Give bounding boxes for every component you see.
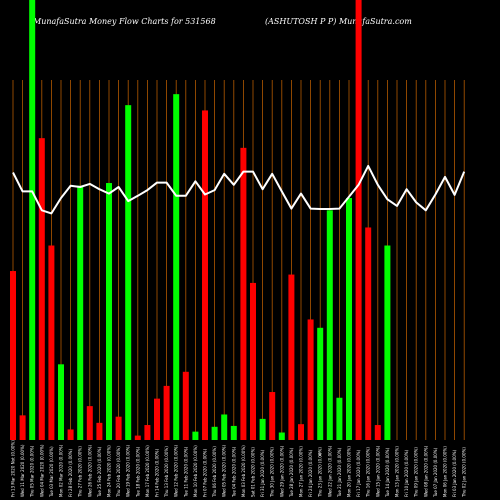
x-tick-label: Thu 30 Jan 2020 (0.00%) xyxy=(270,447,275,498)
x-tick-label: Sat 01 Feb 2020 (0.00%) xyxy=(251,447,256,497)
x-tick-label: Fri 24 Jan 2020 (0.00%) xyxy=(308,449,313,497)
x-tick-label: Fri 28 Feb 2020 (0.00%) xyxy=(68,449,73,497)
money-flow-bar xyxy=(163,385,170,440)
x-tick-label: Thu 27 Feb 2020 (0.00%) xyxy=(78,446,83,498)
money-flow-bar xyxy=(365,227,372,440)
x-tick-label: Wed 11 Mar 2020 (0.00%) xyxy=(20,444,25,497)
x-tick-label: Mon 03 Feb 2020 (0.00%) xyxy=(241,445,246,497)
x-tick-label: Tue 18 Feb 2020 (0.00%) xyxy=(135,446,140,498)
money-flow-bar xyxy=(384,245,391,440)
x-tick-label: Tue 11 Feb 2020 (0.00%) xyxy=(183,446,188,498)
x-tick-label: Wed 22 Jan 2020 (0.00%) xyxy=(327,445,332,497)
x-tick-label: Wed 29 Jan 2020 (0.00%) xyxy=(279,445,284,497)
money-flow-bar xyxy=(221,414,228,440)
money-flow-bar xyxy=(38,138,45,440)
x-tick-label: Tue 04 Feb 2020 (0.00%) xyxy=(231,446,236,498)
x-tick-label: Thu 16 Jan 2020 (0.00%) xyxy=(366,447,371,498)
x-tick-label: Mon 20 Jan 2020 (0.00%) xyxy=(347,446,352,497)
money-flow-bar xyxy=(67,429,74,440)
x-tick-label: Wed 12 Feb 2020 (0.00%) xyxy=(174,445,179,497)
x-tick-label: Fri 07 Feb 2020 (0.00%) xyxy=(203,449,208,497)
money-flow-bar xyxy=(125,105,132,440)
money-flow-bar xyxy=(240,147,247,440)
x-tick-label: Wed 08 Jan 2020 (0.00%) xyxy=(423,445,428,497)
x-tick-label: Thu 06 Feb 2020 (0.00%) xyxy=(212,446,217,498)
x-tick-label: Mon 24 Feb 2020 (0.00%) xyxy=(107,445,112,497)
money-flow-bar xyxy=(77,185,84,440)
money-flow-bar xyxy=(326,210,333,440)
money-flow-bar xyxy=(173,94,180,440)
money-flow-bar xyxy=(355,0,362,440)
x-tick-label: Fri 31 Jan 2020 (0.00%) xyxy=(260,449,265,497)
money-flow-bar xyxy=(106,183,112,441)
x-tick-label: Fri 13 Mar 2020 Not (0.00%) xyxy=(11,440,16,497)
x-tick-label: Tue 25 Feb 2020 (0.00%) xyxy=(97,446,102,498)
money-flow-bar xyxy=(250,282,256,440)
money-flow-bar xyxy=(202,110,208,440)
x-tick-label: Fri 14 Feb 2020 (0.00%) xyxy=(155,449,160,497)
x-tick-label: Thu 23 Jan 2020 (0.00%) xyxy=(318,447,323,498)
x-tick-label: Mon 02 Mar 2020 (0.00%) xyxy=(59,444,64,497)
money-flow-bar xyxy=(259,418,266,440)
x-tick-label: Wed 05 Feb 2020 (0.00%) xyxy=(222,445,227,497)
x-tick-label: Wed 04 Mar 2020 (0.00%) xyxy=(39,444,44,497)
x-tick-label: Tue 21 Jan 2020 (0.00%) xyxy=(337,447,342,498)
x-tick-label: Thu 02 Jan 2020 (0.00%) xyxy=(462,447,467,498)
money-flow-bars xyxy=(10,0,391,441)
x-tick-label: Fri 03 Jan 2020 (0.00%) xyxy=(452,449,457,497)
money-flow-bar xyxy=(154,398,160,440)
x-tick-label: Tue 28 Jan 2020 (0.00%) xyxy=(289,447,294,498)
money-flow-bar xyxy=(182,371,189,440)
money-flow-bar xyxy=(317,327,324,440)
footer-mark: 0 xyxy=(319,452,322,457)
x-tick-label: Mon 17 Feb 2020 (0.00%) xyxy=(145,445,150,497)
money-flow-bar xyxy=(307,319,314,440)
x-tick-label: Tue 14 Jan 2020 (0.00%) xyxy=(385,447,390,498)
x-tick-label: Wed 19 Feb 2020 (0.00%) xyxy=(126,445,131,497)
money-flow-bar xyxy=(230,425,237,440)
money-flow-bar xyxy=(134,435,141,440)
money-flow-bar xyxy=(211,426,218,440)
x-tick-label: Tue 07 Jan 2020 (0.00%) xyxy=(433,447,438,498)
money-flow-bar xyxy=(10,271,16,440)
money-flow-bar xyxy=(96,422,103,440)
x-tick-label: Thu 05 Mar 2020 (0.00%) xyxy=(30,445,35,498)
chart-title-right: (ASHUTOSH P P) MunafaSutra.com xyxy=(265,17,412,26)
x-tick-label: Fri 17 Jan 2020 (0.00%) xyxy=(356,449,361,497)
money-flow-bar xyxy=(192,431,199,440)
x-tick-label: Fri 10 Jan 2020 (0.00%) xyxy=(404,449,409,497)
x-tick-label: Thu 13 Feb 2020 (0.00%) xyxy=(164,446,169,498)
x-tick-label: Thu 09 Jan 2020 (0.00%) xyxy=(414,447,419,498)
chart-title-left: MunafaSutra Money Flow Charts for 531568 xyxy=(32,17,216,26)
money-flow-bar xyxy=(288,274,295,440)
x-tick-label: Mon 13 Jan 2020 (0.00%) xyxy=(395,446,400,497)
money-flow-bar xyxy=(278,432,285,440)
money-flow-bar xyxy=(336,397,343,440)
x-tick-label: Mon 10 Feb 2020 (0.00%) xyxy=(193,445,198,497)
money-flow-bar xyxy=(269,392,276,440)
money-flow-bar xyxy=(144,425,151,440)
money-flow-bar xyxy=(115,416,122,440)
money-flow-bar xyxy=(346,198,352,440)
money-flow-bar xyxy=(29,0,36,440)
money-flow-trend-line xyxy=(12,164,466,215)
money-flow-bar xyxy=(374,425,381,440)
x-tick-label: Wed 26 Feb 2020 (0.00%) xyxy=(87,445,92,497)
x-tick-label: Mon 06 Jan 2020 (0.00%) xyxy=(443,446,448,497)
x-tick-label: Tue 03 Mar 2020 (0.00%) xyxy=(49,446,54,498)
money-flow-bar xyxy=(19,415,26,440)
money-flow-bar xyxy=(58,364,64,440)
x-axis-tick-labels: Fri 13 Mar 2020 Not (0.00%) Wed 11 Mar 20… xyxy=(11,440,467,498)
x-tick-label: Thu 20 Feb 2020 (0.00%) xyxy=(116,446,121,498)
money-flow-bar xyxy=(298,424,304,440)
x-tick-label: Mon 27 Jan 2020 (0.00%) xyxy=(299,446,304,497)
x-tick-label: Wed 15 Jan 2020 (0.00%) xyxy=(375,445,380,497)
money-flow-bar xyxy=(86,406,93,440)
money-flow-bar xyxy=(48,245,55,440)
